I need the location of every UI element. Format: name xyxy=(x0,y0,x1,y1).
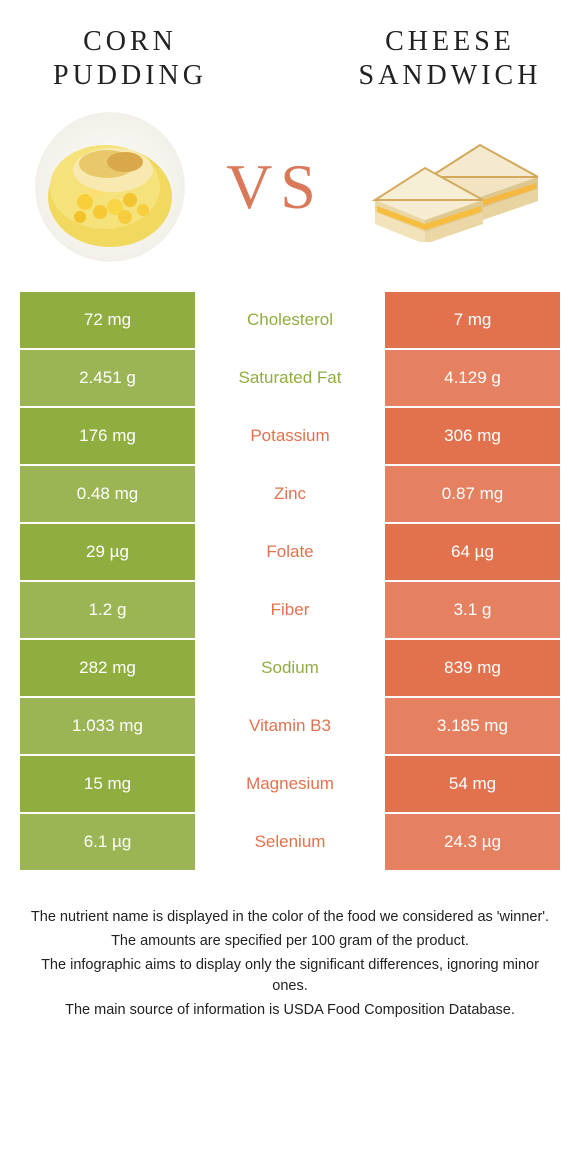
comparison-table: 72 mgCholesterol7 mg2.451 gSaturated Fat… xyxy=(0,292,580,870)
footnote-line: The amounts are specified per 100 gram o… xyxy=(30,931,550,953)
value-left: 72 mg xyxy=(20,292,195,348)
value-right: 64 µg xyxy=(385,524,560,580)
value-right: 0.87 mg xyxy=(385,466,560,522)
value-right: 7 mg xyxy=(385,292,560,348)
value-left: 0.48 mg xyxy=(20,466,195,522)
nutrient-label: Sodium xyxy=(195,640,385,696)
nutrient-label: Fiber xyxy=(195,582,385,638)
table-row: 15 mgMagnesium54 mg xyxy=(20,756,560,812)
table-row: 1.033 mgVitamin B33.185 mg xyxy=(20,698,560,754)
value-left: 15 mg xyxy=(20,756,195,812)
table-row: 282 mgSodium839 mg xyxy=(20,640,560,696)
footnotes: The nutrient name is displayed in the co… xyxy=(0,872,580,1022)
nutrient-label: Magnesium xyxy=(195,756,385,812)
value-right: 54 mg xyxy=(385,756,560,812)
title-left: CORN PUDDING xyxy=(30,25,230,92)
vs-label: VS xyxy=(226,150,324,224)
value-right: 306 mg xyxy=(385,408,560,464)
value-left: 29 µg xyxy=(20,524,195,580)
title-right-line1: CHEESE xyxy=(350,25,550,59)
table-row: 6.1 µgSelenium24.3 µg xyxy=(20,814,560,870)
header: CORN PUDDING CHEESE SANDWICH xyxy=(0,0,580,102)
title-left-line2: PUDDING xyxy=(30,59,230,93)
nutrient-label: Cholesterol xyxy=(195,292,385,348)
nutrient-label: Potassium xyxy=(195,408,385,464)
nutrient-label: Saturated Fat xyxy=(195,350,385,406)
corn-pudding-image xyxy=(35,112,185,262)
footnote-line: The main source of information is USDA F… xyxy=(30,1000,550,1022)
value-left: 1.033 mg xyxy=(20,698,195,754)
table-row: 72 mgCholesterol7 mg xyxy=(20,292,560,348)
table-row: 1.2 gFiber3.1 g xyxy=(20,582,560,638)
cheese-sandwich-image xyxy=(365,132,545,242)
footnote-line: The infographic aims to display only the… xyxy=(30,955,550,999)
value-right: 4.129 g xyxy=(385,350,560,406)
nutrient-label: Vitamin B3 xyxy=(195,698,385,754)
value-right: 839 mg xyxy=(385,640,560,696)
nutrient-label: Zinc xyxy=(195,466,385,522)
footnote-line: The nutrient name is displayed in the co… xyxy=(30,907,550,929)
title-right: CHEESE SANDWICH xyxy=(350,25,550,92)
value-right: 24.3 µg xyxy=(385,814,560,870)
value-right: 3.1 g xyxy=(385,582,560,638)
table-row: 176 mgPotassium306 mg xyxy=(20,408,560,464)
nutrient-label: Selenium xyxy=(195,814,385,870)
table-row: 0.48 mgZinc0.87 mg xyxy=(20,466,560,522)
value-left: 176 mg xyxy=(20,408,195,464)
value-left: 1.2 g xyxy=(20,582,195,638)
table-row: 2.451 gSaturated Fat4.129 g xyxy=(20,350,560,406)
value-left: 6.1 µg xyxy=(20,814,195,870)
table-row: 29 µgFolate64 µg xyxy=(20,524,560,580)
hero-row: VS xyxy=(0,102,580,292)
value-left: 2.451 g xyxy=(20,350,195,406)
title-left-line1: CORN xyxy=(30,25,230,59)
title-right-line2: SANDWICH xyxy=(350,59,550,93)
nutrient-label: Folate xyxy=(195,524,385,580)
value-left: 282 mg xyxy=(20,640,195,696)
value-right: 3.185 mg xyxy=(385,698,560,754)
